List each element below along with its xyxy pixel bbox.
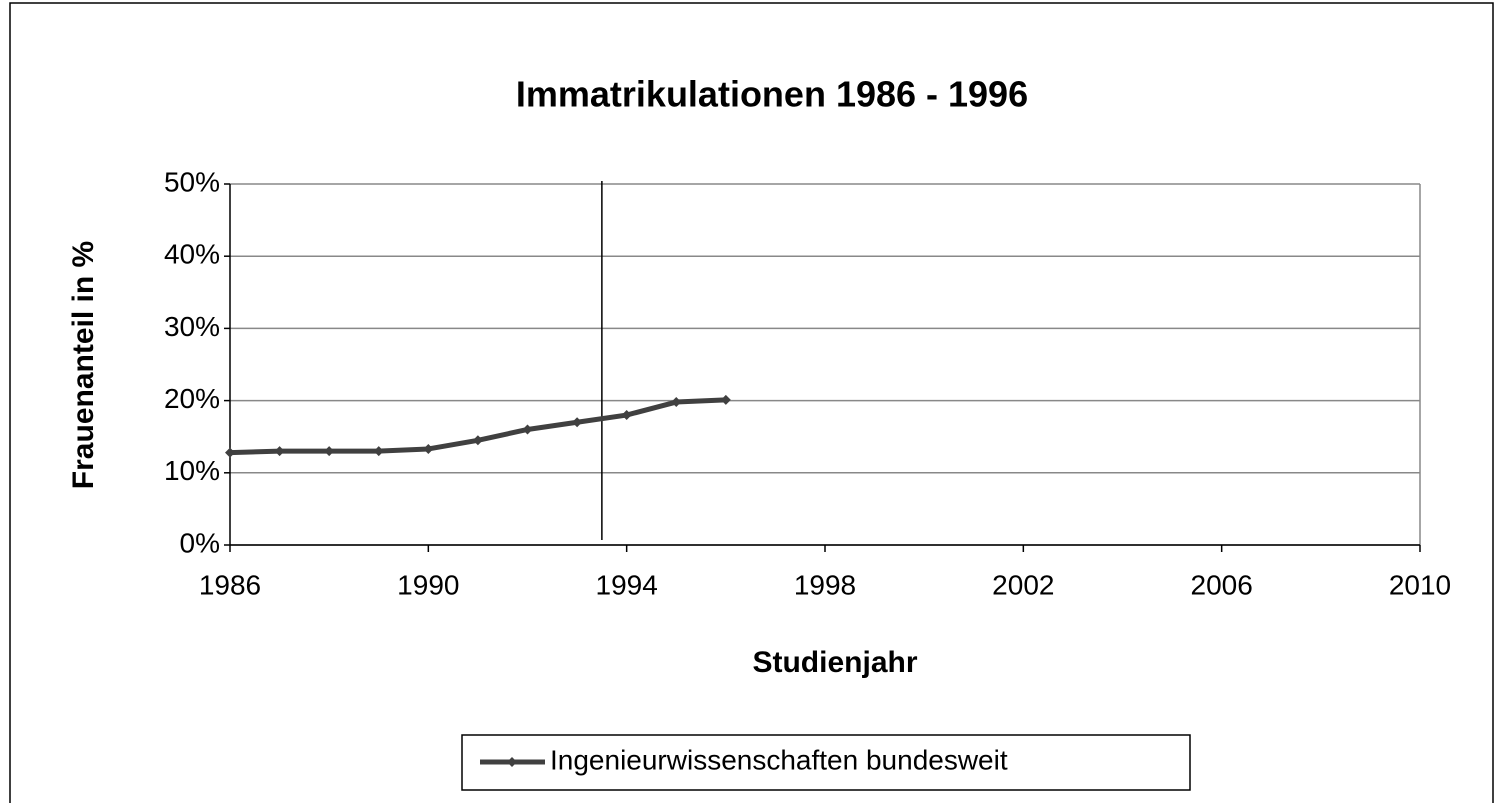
data-point (225, 447, 235, 458)
y-tick-label: 10% (164, 455, 220, 486)
x-tick-label: 1998 (794, 569, 856, 600)
x-tick-label: 1990 (397, 569, 459, 600)
y-tick-label: 50% (164, 166, 220, 197)
x-tick-label: 1994 (596, 569, 658, 600)
legend-box (461, 734, 1191, 791)
data-point (423, 443, 434, 454)
x-tick-label: 2002 (992, 569, 1054, 600)
x-axis-label: Studienjahr (752, 646, 917, 679)
data-point (373, 446, 384, 457)
chart-title: Immatrikulationen 1986 - 1996 (516, 74, 1028, 115)
x-tick-label: 2006 (1191, 569, 1253, 600)
data-point (472, 435, 483, 446)
legend-marker (507, 757, 517, 767)
y-tick-label: 0% (180, 527, 220, 558)
x-tick-label: 2010 (1389, 569, 1451, 600)
data-point (572, 417, 583, 428)
data-point (324, 446, 335, 457)
data-point (522, 424, 533, 435)
y-tick-label: 40% (164, 239, 220, 270)
y-axis-label: Frauenanteil in % (67, 241, 100, 489)
y-tick-label: 20% (164, 383, 220, 414)
data-point (671, 397, 682, 408)
data-point (720, 394, 731, 405)
chart-frame (9, 2, 1494, 803)
y-tick-label: 30% (164, 311, 220, 342)
data-point (621, 410, 632, 421)
x-tick-label: 1986 (199, 569, 261, 600)
legend-label: Ingenieurwissenschaften bundesweit (550, 744, 1008, 775)
data-point (274, 446, 285, 457)
